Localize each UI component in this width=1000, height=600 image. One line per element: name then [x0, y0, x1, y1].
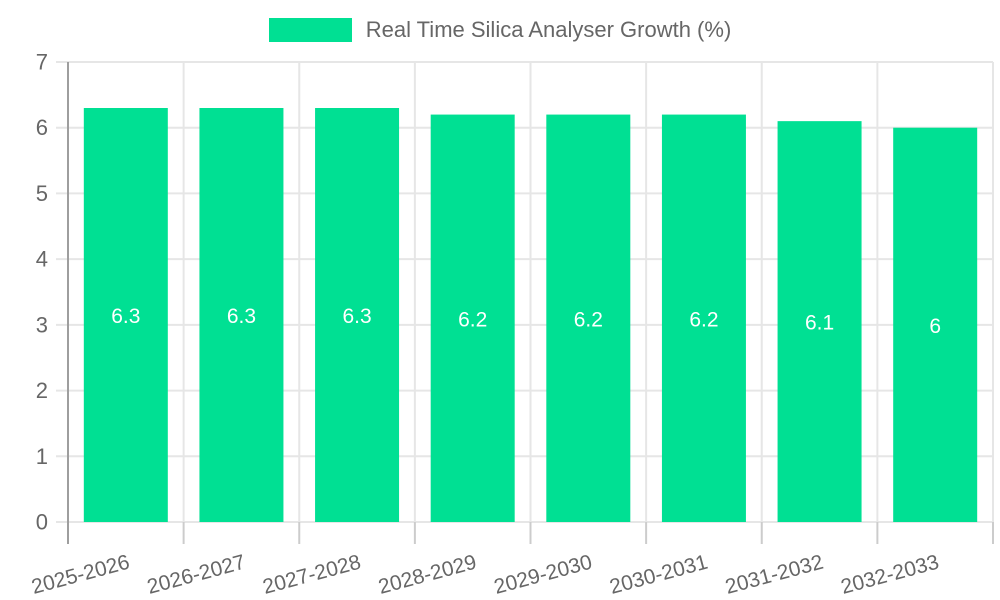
x-tick-label: 2025-2026	[29, 551, 132, 599]
x-tick-label: 2028-2029	[376, 551, 479, 599]
y-tick-label: 2	[36, 378, 48, 403]
bar-2027-2028[interactable]	[315, 108, 400, 522]
y-tick-label: 7	[36, 50, 48, 75]
x-tick-label: 2030-2031	[607, 551, 710, 599]
legend-item[interactable]: Real Time Silica Analyser Growth (%)	[268, 17, 732, 43]
bar-2031-2032[interactable]	[777, 121, 862, 523]
bar-2030-2031[interactable]	[661, 114, 746, 523]
legend-swatch-icon	[268, 18, 352, 42]
y-tick-label: 0	[36, 510, 48, 535]
bar-2032-2033[interactable]	[893, 127, 978, 522]
x-tick-label: 2027-2028	[260, 551, 363, 599]
chart-legend: Real Time Silica Analyser Growth (%)	[0, 17, 1000, 43]
bar-value-label: 6.1	[805, 312, 834, 335]
y-tick-label: 1	[36, 444, 48, 469]
bar-value-label: 6.2	[689, 308, 718, 331]
bar-value-label: 6.3	[342, 305, 371, 328]
bar-2025-2026[interactable]	[83, 108, 168, 522]
y-tick-label: 5	[36, 181, 48, 206]
bar-value-label: 6	[929, 315, 941, 338]
x-tick-label: 2026-2027	[145, 551, 248, 599]
bar-value-label: 6.2	[574, 308, 603, 331]
legend-series-label: Real Time Silica Analyser Growth (%)	[365, 17, 732, 42]
bar-2029-2030[interactable]	[546, 114, 631, 523]
y-tick-label: 4	[36, 247, 48, 272]
y-tick-label: 6	[36, 115, 48, 140]
bar-2026-2027[interactable]	[199, 108, 284, 522]
bar-value-label: 6.3	[111, 305, 140, 328]
bar-value-label: 6.3	[227, 305, 256, 328]
bar-2028-2029[interactable]	[430, 114, 515, 523]
bar-value-label: 6.2	[458, 308, 487, 331]
x-tick-label: 2032-2033	[839, 551, 942, 599]
x-tick-label: 2029-2030	[492, 551, 595, 599]
x-tick-label: 2031-2032	[723, 551, 826, 599]
y-tick-label: 3	[36, 312, 48, 337]
